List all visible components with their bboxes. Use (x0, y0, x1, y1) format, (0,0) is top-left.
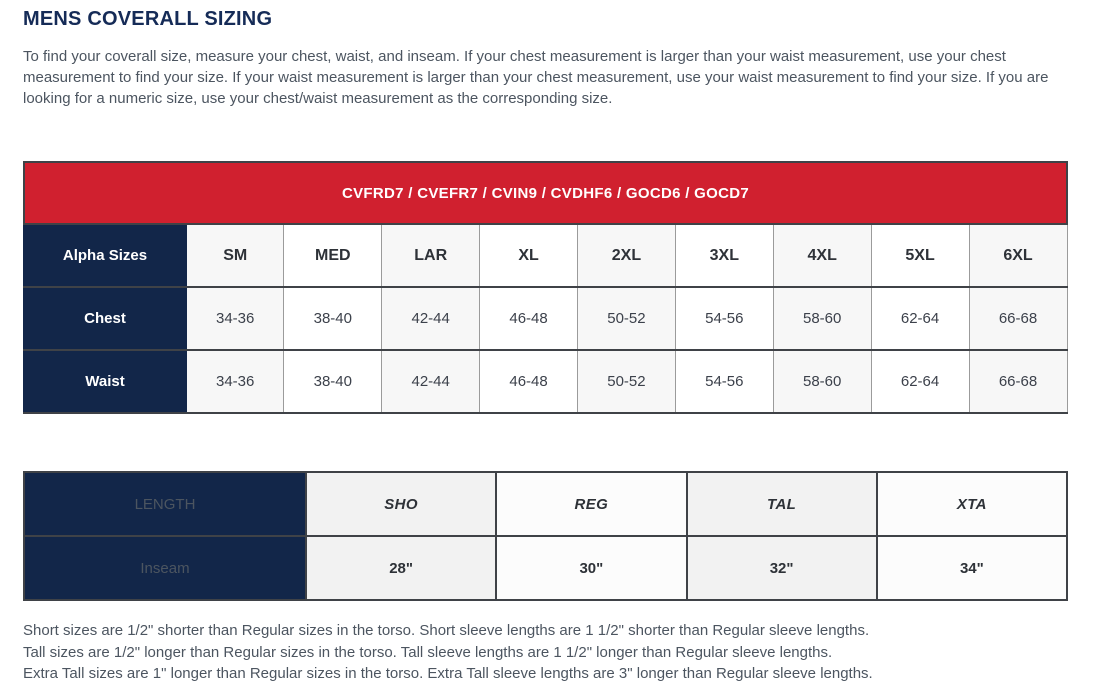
chest-cell: 66-68 (968, 286, 1068, 351)
alpha-size-cell: 2XL (577, 223, 676, 288)
waist-cell: 46-48 (479, 349, 578, 414)
chest-cell: 62-64 (870, 286, 970, 351)
coverall-size-table: CVFRD7 / CVEFR7 / CVIN9 / CVDHF6 / GOCD6… (23, 161, 1068, 414)
row-label-length: LENGTH (23, 471, 307, 537)
alpha-size-cell: LAR (381, 223, 481, 288)
note-extra-tall-sizes: Extra Tall sizes are 1" longer than Regu… (23, 665, 873, 682)
alpha-size-cell: 5XL (870, 223, 970, 288)
chest-cell: 42-44 (381, 286, 481, 351)
alpha-size-cell: SM (185, 223, 285, 288)
row-label-waist: Waist (23, 349, 187, 414)
waist-cell: 54-56 (674, 349, 774, 414)
length-header-cell: SHO (304, 471, 498, 537)
note-short-sizes: Short sizes are 1/2" shorter than Regula… (23, 622, 870, 639)
page-title: MENS COVERALL SIZING (23, 8, 273, 30)
inseam-cell: 34" (875, 535, 1069, 601)
waist-cell: 50-52 (577, 349, 676, 414)
style-codes-header: CVFRD7 / CVEFR7 / CVIN9 / CVDHF6 / GOCD6… (23, 161, 1068, 225)
waist-row: Waist 34-36 38-40 42-44 46-48 50-52 54-5… (23, 349, 1068, 414)
length-header-cell: TAL (685, 471, 878, 537)
waist-cell: 34-36 (185, 349, 285, 414)
inseam-cell: 30" (495, 535, 688, 601)
alpha-size-cell: 4XL (772, 223, 872, 288)
length-header-row: LENGTH SHO REG TAL XTA (23, 471, 1069, 537)
chest-cell: 54-56 (674, 286, 774, 351)
length-header-cell: REG (495, 471, 688, 537)
waist-cell: 58-60 (772, 349, 872, 414)
chest-cell: 38-40 (283, 286, 383, 351)
inseam-row: Inseam 28" 30" 32" 34" (23, 535, 1069, 601)
length-table: LENGTH SHO REG TAL XTA Inseam 28" 30" 32… (23, 471, 1069, 601)
chest-cell: 46-48 (479, 286, 578, 351)
chest-row: Chest 34-36 38-40 42-44 46-48 50-52 54-5… (23, 286, 1068, 351)
style-codes-row: CVFRD7 / CVEFR7 / CVIN9 / CVDHF6 / GOCD6… (23, 161, 1068, 225)
sizing-notes: Short sizes are 1/2" shorter than Regula… (23, 620, 1068, 685)
inseam-cell: 32" (685, 535, 878, 601)
alpha-size-cell: XL (479, 223, 578, 288)
row-label-chest: Chest (23, 286, 187, 351)
note-tall-sizes: Tall sizes are 1/2" longer than Regular … (23, 643, 833, 661)
chest-cell: 58-60 (772, 286, 872, 351)
waist-cell: 38-40 (283, 349, 383, 414)
intro-text: To find your coverall size, measure your… (23, 48, 1049, 107)
row-label-alpha-sizes: Alpha Sizes (23, 223, 187, 288)
chest-cell: 34-36 (185, 286, 285, 351)
row-label-inseam: Inseam (23, 535, 307, 601)
length-header-cell: XTA (875, 471, 1069, 537)
inseam-cell: 28" (304, 535, 498, 601)
waist-cell: 62-64 (870, 349, 970, 414)
waist-cell: 42-44 (381, 349, 481, 414)
alpha-size-cell: 3XL (674, 223, 774, 288)
waist-cell: 66-68 (968, 349, 1068, 414)
alpha-size-cell: MED (283, 223, 383, 288)
alpha-sizes-row: Alpha Sizes SM MED LAR XL 2XL 3XL 4XL 5X… (23, 223, 1068, 288)
chest-cell: 50-52 (577, 286, 676, 351)
alpha-size-cell: 6XL (968, 223, 1068, 288)
